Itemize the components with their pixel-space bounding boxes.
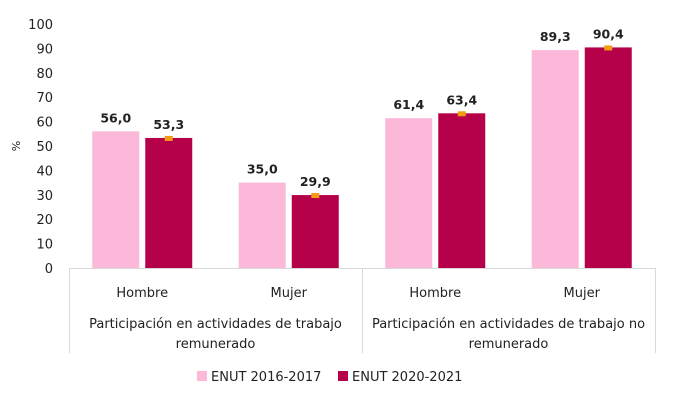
data-label: 63,4 bbox=[446, 92, 477, 107]
bar-enut-2020-2021 bbox=[438, 113, 486, 268]
legend-swatch bbox=[338, 371, 348, 381]
category-label: Mujer bbox=[564, 286, 601, 301]
y-tick-label: 0 bbox=[45, 262, 53, 277]
y-axis-ticks: 0 10 20 30 40 50 60 70 80 90 100 bbox=[28, 18, 53, 277]
bar-enut-2016-2017 bbox=[531, 50, 579, 268]
y-tick-label: 100 bbox=[28, 18, 53, 33]
legend-item: ENUT 2020-2021 bbox=[338, 370, 462, 385]
category-label: Hombre bbox=[116, 286, 168, 301]
group-label: Participación en actividades de trabajo bbox=[89, 317, 342, 332]
group-label: Participación en actividades de trabajo … bbox=[372, 317, 645, 332]
data-label: 61,4 bbox=[393, 97, 424, 112]
y-tick-label: 60 bbox=[36, 116, 53, 131]
category-axis: Hombre Mujer Hombre Mujer Participación en a… bbox=[69, 268, 656, 353]
y-axis-label: % bbox=[10, 141, 23, 151]
bars bbox=[92, 45, 632, 269]
bar-enut-2020-2021 bbox=[584, 47, 632, 269]
group-label: remunerado bbox=[469, 337, 549, 352]
legend-label: ENUT 2020-2021 bbox=[352, 370, 462, 385]
y-tick-label: 30 bbox=[36, 189, 53, 204]
category-label: Mujer bbox=[271, 286, 308, 301]
bar-marker bbox=[311, 193, 320, 199]
category-label: Hombre bbox=[409, 286, 461, 301]
data-label: 35,0 bbox=[247, 162, 278, 177]
bar-enut-2020-2021 bbox=[291, 195, 339, 268]
data-labels: 56,0 53,3 35,0 29,9 61,4 63,4 89,3 90,4 bbox=[100, 26, 624, 189]
bar-marker bbox=[604, 45, 613, 51]
bar-marker bbox=[164, 135, 173, 141]
bar-marker bbox=[457, 111, 466, 117]
legend-swatch bbox=[197, 371, 207, 381]
data-label: 29,9 bbox=[300, 174, 331, 189]
y-tick-label: 40 bbox=[36, 164, 53, 179]
bar-enut-2016-2017 bbox=[238, 182, 286, 268]
data-label: 56,0 bbox=[100, 110, 131, 125]
y-tick-label: 50 bbox=[36, 140, 53, 155]
y-tick-label: 70 bbox=[36, 91, 53, 106]
y-tick-label: 10 bbox=[36, 238, 53, 253]
data-label: 53,3 bbox=[153, 117, 184, 132]
legend: ENUT 2016-2017 ENUT 2020-2021 bbox=[197, 370, 462, 385]
y-tick-label: 90 bbox=[36, 42, 53, 57]
bar-enut-2020-2021 bbox=[145, 137, 193, 268]
legend-item: ENUT 2016-2017 bbox=[197, 370, 321, 385]
y-tick-label: 80 bbox=[36, 67, 53, 82]
legend-label: ENUT 2016-2017 bbox=[211, 370, 321, 385]
bar-enut-2016-2017 bbox=[385, 118, 433, 269]
data-label: 90,4 bbox=[593, 26, 624, 41]
y-tick-label: 20 bbox=[36, 213, 53, 228]
bar-enut-2016-2017 bbox=[92, 131, 140, 268]
group-label: remunerado bbox=[176, 337, 256, 352]
data-label: 89,3 bbox=[540, 29, 571, 44]
